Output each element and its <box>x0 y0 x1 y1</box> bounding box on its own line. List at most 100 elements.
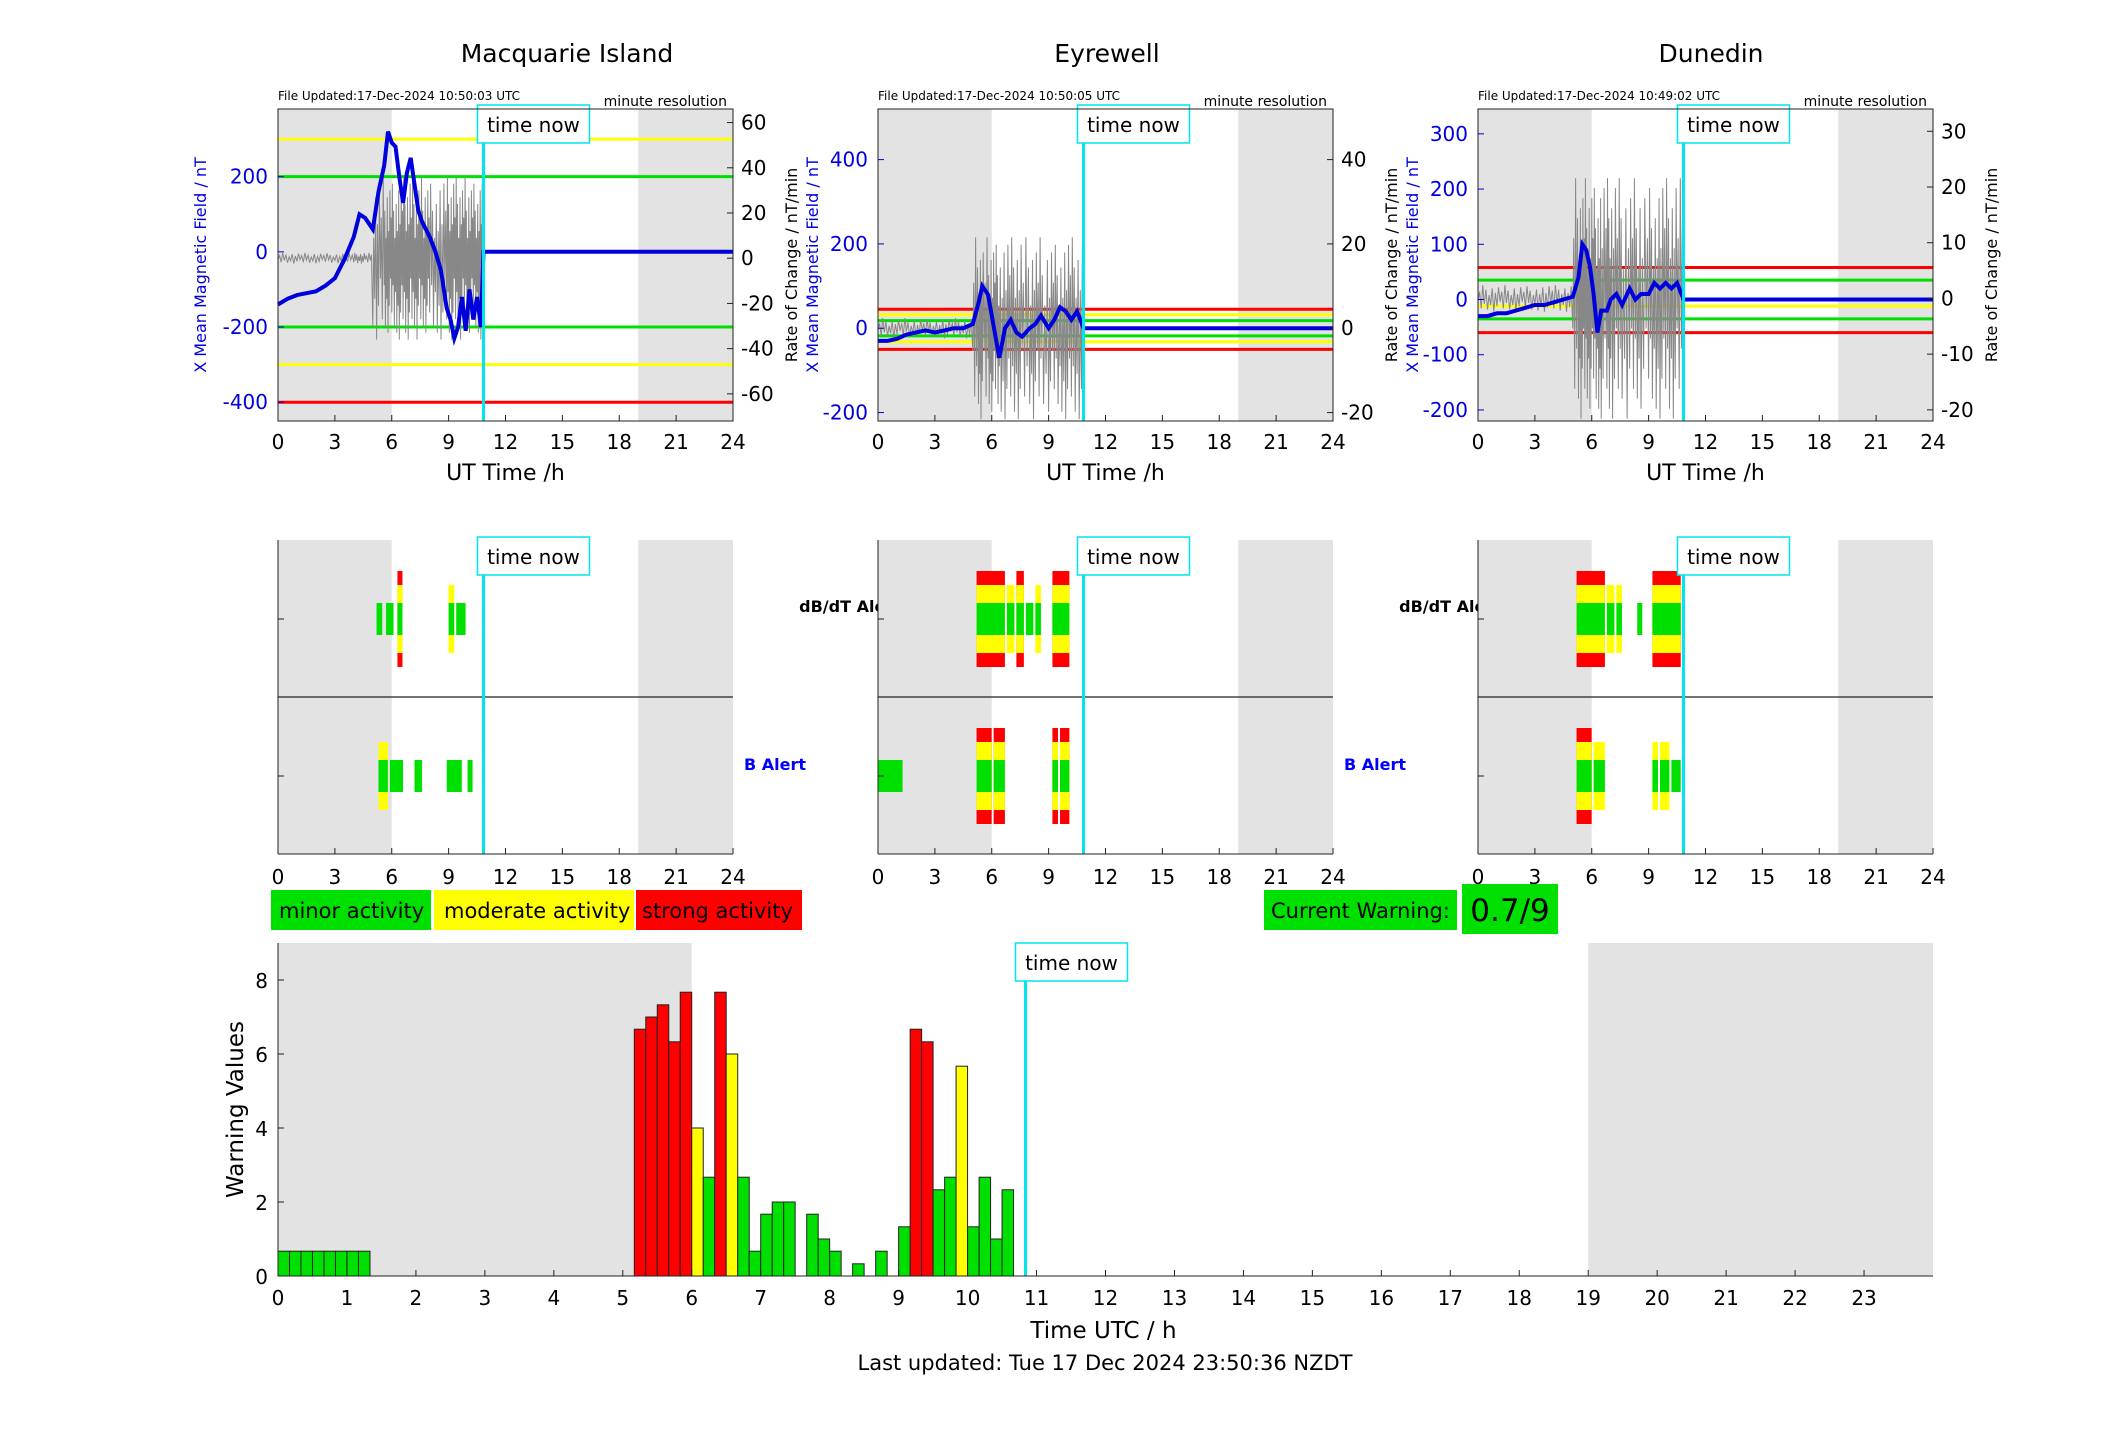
x-tick-label: 21 <box>1263 865 1288 889</box>
x-tick-label: 3 <box>1529 865 1542 889</box>
file-updated-macquarie: File Updated:17-Dec-2024 10:50:03 UTC <box>278 89 520 103</box>
dbdt-minor-band <box>1606 603 1615 635</box>
warning-bar-minor <box>289 1250 302 1277</box>
warning-bar-minor <box>783 1201 796 1277</box>
x-tick-label: 18 <box>1807 865 1832 889</box>
night-shade <box>638 109 733 421</box>
x-tick-label: 22 <box>1782 1286 1807 1310</box>
legend-strong-swatch <box>636 890 802 930</box>
warning-bar-minor <box>771 1201 785 1277</box>
y-tick-label: 2 <box>255 1191 268 1215</box>
x-tick-label: 3 <box>329 865 342 889</box>
b-minor-band <box>1060 760 1070 792</box>
x-tick-label: 12 <box>1093 430 1118 454</box>
right-tick-label: 10 <box>1941 231 1966 255</box>
warning-bar-minor <box>323 1250 336 1277</box>
dbdt-minor-band <box>1035 603 1041 635</box>
current-warning-box <box>1264 890 1457 930</box>
right-axis-label: Rate of Change / nT/min <box>1982 168 2001 363</box>
right-tick-label: -20 <box>1941 398 1974 422</box>
time-now-label: time now <box>1687 113 1780 137</box>
x-tick-label: 16 <box>1369 1286 1394 1310</box>
x-tick-label: 12 <box>1693 865 1718 889</box>
dbdt-minor-band <box>1652 603 1681 635</box>
right-tick-label: -20 <box>1341 401 1374 425</box>
warning-bar-minor <box>875 1250 888 1277</box>
warning-bar-strong <box>921 1041 934 1277</box>
time-now-box <box>1076 104 1191 144</box>
warning-bar-strong <box>656 1004 670 1277</box>
dbdt-minor-band <box>1006 603 1015 635</box>
x-tick-label: 18 <box>1807 430 1832 454</box>
x-tick-label: 0 <box>272 865 285 889</box>
file-updated-dunedin: File Updated:17-Dec-2024 10:49:02 UTC <box>1478 89 1720 103</box>
x-tick-label: 24 <box>1320 430 1345 454</box>
dbdt-minor-band <box>1616 603 1622 635</box>
right-tick-label: 30 <box>1941 119 1966 143</box>
left-tick-label: -200 <box>823 401 868 425</box>
x-tick-label: 15 <box>550 430 575 454</box>
x-tick-label: 0 <box>1472 430 1485 454</box>
left-tick-label: 300 <box>1430 122 1468 146</box>
x-tick-label: 15 <box>1750 430 1775 454</box>
x-tick-label: 21 <box>1713 1286 1738 1310</box>
warning-bar-minor <box>990 1238 1003 1277</box>
b-minor-band <box>414 760 422 792</box>
b-minor-band <box>378 760 388 792</box>
dbdt-minor-band <box>1637 603 1643 635</box>
time-now-box <box>476 536 591 576</box>
warning-bar-minor <box>932 1189 946 1277</box>
x-tick-label: 0 <box>872 865 885 889</box>
right-axis-label: Rate of Change / nT/min <box>1382 168 1401 363</box>
x-tick-label: 19 <box>1575 1286 1600 1310</box>
warning-bar-strong <box>679 991 693 1277</box>
warning-bar-minor <box>944 1176 957 1277</box>
x-tick-label: 17 <box>1438 1286 1463 1310</box>
warning-bar-minor <box>806 1213 819 1277</box>
warning-bar-moderate <box>955 1065 969 1277</box>
left-tick-label: 200 <box>230 165 268 189</box>
time-now-label: time now <box>1687 545 1780 569</box>
left-tick-label: -400 <box>223 390 268 414</box>
y-axis-label: Warning Values <box>223 1021 249 1198</box>
x-tick-label: 3 <box>929 430 942 454</box>
b-minor-band <box>1052 760 1058 792</box>
current-warning-value: 0.7/9 <box>1470 893 1549 929</box>
x-tick-label: 9 <box>1042 430 1055 454</box>
warning-bar-moderate <box>725 1053 739 1277</box>
current-warning-label: Current Warning: <box>1271 899 1450 923</box>
dbdt-minor-band <box>386 603 394 635</box>
x-tick-label: 15 <box>1750 865 1775 889</box>
time-now-box <box>1676 536 1791 576</box>
b-minor-band <box>467 760 473 792</box>
left-axis-label: X Mean Magnetic Field / nT <box>1403 157 1422 373</box>
warning-bar-minor <box>311 1250 325 1277</box>
station-title-dunedin: Dunedin <box>1659 39 1764 68</box>
x-tick-label: 6 <box>1585 865 1598 889</box>
legend-moderate-swatch <box>434 890 634 930</box>
x-tick-label: 12 <box>1093 865 1118 889</box>
right-tick-label: 0 <box>1941 286 1954 310</box>
x-tick-label: 0 <box>272 1286 285 1310</box>
field-series-line <box>1478 238 1933 333</box>
b-minor-band <box>976 760 992 792</box>
dbdt-alert-label: dB/dT Alert <box>1399 597 1501 616</box>
x-tick-label: 6 <box>1585 430 1598 454</box>
x-tick-label: 21 <box>1263 430 1288 454</box>
night-shade <box>1838 109 1933 421</box>
warning-bar-minor <box>967 1226 980 1277</box>
x-tick-label: 9 <box>1642 865 1655 889</box>
station-field-panels: Macquarie Island Eyrewell Dunedin File U… <box>278 39 1927 110</box>
left-tick-label: 100 <box>1430 232 1468 256</box>
x-axis-label: UT Time /h <box>446 461 565 486</box>
legend-moderate-label: moderate activity <box>444 899 630 923</box>
warning-bar-minor <box>760 1213 773 1277</box>
right-tick-label: 40 <box>741 156 766 180</box>
x-tick-label: 6 <box>685 1286 698 1310</box>
x-tick-label: 18 <box>1507 1286 1532 1310</box>
